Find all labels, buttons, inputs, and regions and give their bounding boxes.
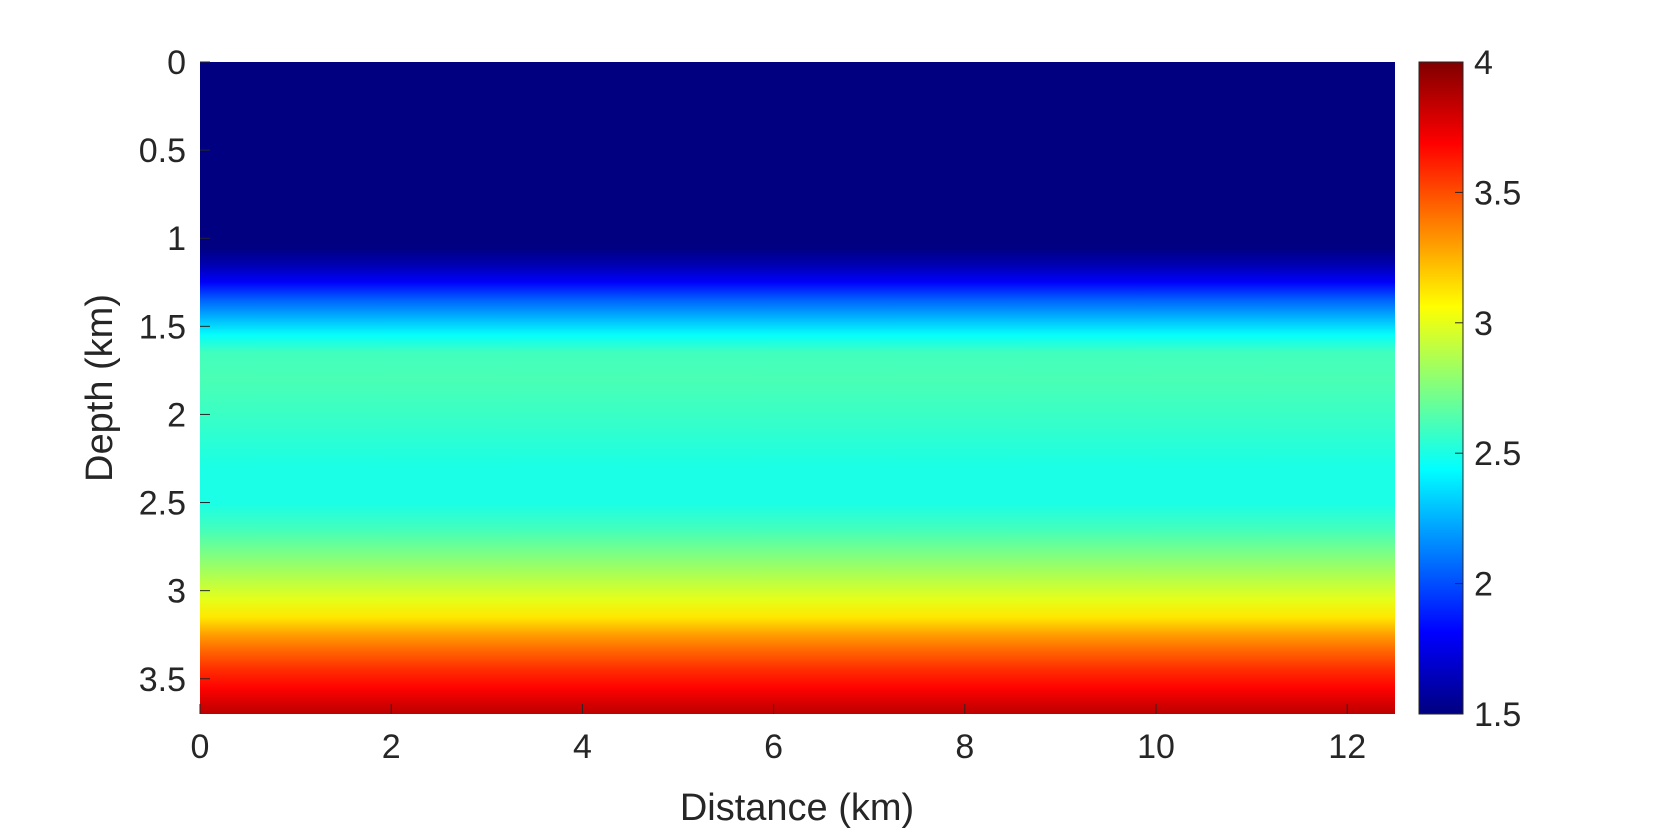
y-axis-label: Depth (km) [79,294,121,482]
x-axis-ticks: 0 2 4 6 8 10 12 [191,704,1366,766]
x-tick-label: 4 [573,728,592,766]
y-tick-label: 0 [167,44,186,82]
x-tick-label: 12 [1328,728,1366,766]
y-tick-label: 2.5 [139,485,186,523]
y-tick-label: 0.5 [139,132,186,170]
x-tick-label: 8 [955,728,974,766]
x-tick-label: 0 [191,728,210,766]
colorbar-tick-label: 1.5 [1474,696,1521,734]
y-tick-label: 3 [167,573,186,611]
colorbar-tick-label: 2.5 [1474,435,1521,473]
x-tick-label: 6 [764,728,783,766]
colorbar-tick-label: 3.5 [1474,174,1521,212]
y-tick-label: 1 [167,220,186,258]
colorbar-tick-label: 4 [1474,44,1493,82]
colorbar-ticks: 1.5 2 2.5 3 3.5 4 [1455,44,1521,734]
y-axis-ticks: 0 0.5 1 1.5 2 2.5 3 3.5 [139,44,210,699]
x-tick-label: 2 [382,728,401,766]
y-tick-label: 3.5 [139,661,186,699]
y-tick-label: 2 [167,396,186,434]
colorbar [1418,61,1464,715]
y-tick-label: 1.5 [139,308,186,346]
colorbar-tick-label: 2 [1474,566,1493,604]
heatmap-field [200,62,1395,714]
x-tick-label: 10 [1137,728,1175,766]
x-axis-label: Distance (km) [680,787,914,829]
colorbar-tick-label: 3 [1474,305,1493,343]
